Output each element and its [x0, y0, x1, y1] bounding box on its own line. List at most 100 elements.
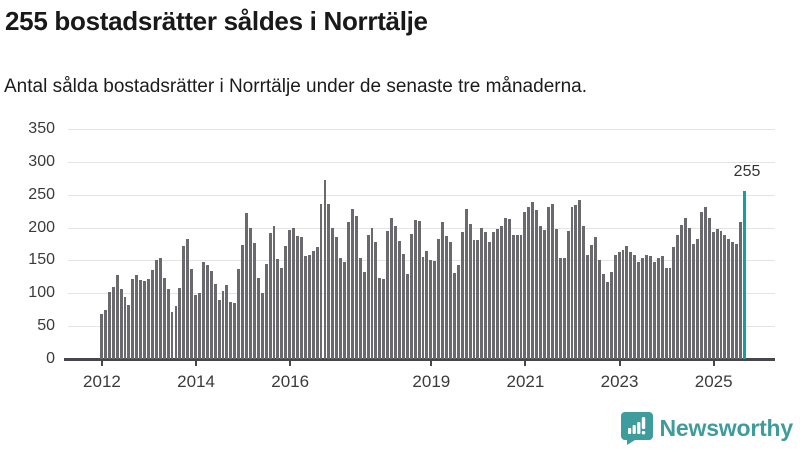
bar: [684, 218, 688, 359]
y-axis-label: 350: [28, 120, 55, 137]
bar: [676, 235, 680, 359]
bar: [664, 268, 668, 359]
newsworthy-logo: Newsworthy: [620, 411, 794, 445]
bar: [586, 255, 590, 359]
bar: [166, 289, 170, 359]
bar: [715, 228, 719, 359]
bar: [452, 272, 456, 359]
page-subtitle: Antal sålda bostadsrätter i Norrtälje un…: [4, 76, 587, 97]
bar: [731, 242, 735, 359]
chart: 0 50 100 150 200 250 300 350 2012 2014 2016 2019 202…: [0, 115, 800, 415]
newsworthy-wordmark: Newsworthy: [659, 414, 794, 441]
bar: [170, 311, 174, 359]
bar: [249, 227, 252, 359]
bar: [390, 217, 394, 359]
bar: [723, 235, 727, 359]
bar: [111, 286, 115, 359]
bar: [139, 280, 143, 359]
y-axis-label: 200: [28, 218, 55, 236]
x-axis-tick: [100, 361, 103, 366]
bar: [303, 256, 307, 359]
bar: [347, 222, 350, 359]
bar: [370, 228, 374, 359]
bar: [217, 299, 221, 359]
bar: [652, 261, 656, 359]
bar: [256, 277, 260, 359]
bar: [100, 314, 103, 359]
bar: [401, 253, 405, 359]
bar: [582, 225, 586, 359]
bar: [221, 291, 225, 359]
x-axis-tick: [712, 361, 715, 366]
x-axis-line: [64, 358, 775, 361]
bar: [350, 209, 354, 359]
bar: [150, 270, 154, 359]
bar: [656, 257, 660, 359]
x-axis-label: 2016: [271, 372, 310, 391]
bar: [539, 226, 543, 359]
bar: [574, 205, 578, 359]
bar: [433, 261, 437, 359]
x-axis-label: 2012: [83, 372, 121, 391]
bar: [358, 258, 362, 359]
x-axis-label: 2025: [694, 372, 733, 391]
bar: [499, 226, 503, 359]
bar: [543, 229, 546, 359]
bar: [127, 305, 131, 359]
x-axis-label: 2014: [177, 372, 215, 391]
bar: [570, 207, 574, 359]
bar: [511, 235, 515, 359]
bar: [637, 261, 641, 359]
bar: [107, 291, 111, 359]
gridline: [68, 161, 775, 163]
bar: [374, 242, 378, 359]
bar: [464, 208, 468, 359]
bar: [307, 254, 311, 359]
bar: [331, 227, 335, 359]
bar: [507, 219, 511, 359]
y-axis-label: 150: [28, 251, 55, 269]
bar: [496, 228, 499, 359]
bar: [158, 258, 162, 359]
bar: [531, 201, 535, 359]
bar: [245, 213, 248, 359]
gridline: [68, 194, 775, 196]
bar: [162, 277, 166, 359]
bar: [237, 268, 241, 359]
gridline: [68, 260, 775, 262]
x-axis-label: 2023: [600, 372, 639, 391]
x-axis-label: 2021: [506, 372, 545, 391]
bar: [613, 255, 617, 359]
highlighted-bar: [743, 191, 746, 359]
bar: [609, 272, 613, 359]
bar: [547, 206, 550, 359]
bar: [535, 210, 539, 359]
bar: [668, 267, 672, 359]
bar: [213, 284, 217, 359]
bar: [209, 270, 213, 359]
bar: [617, 251, 621, 359]
bar: [688, 227, 692, 359]
bar: [554, 228, 558, 359]
bar: [425, 250, 429, 359]
bar: [394, 226, 397, 359]
bar: [103, 309, 107, 359]
bar: [311, 250, 315, 359]
bar: [421, 257, 425, 359]
bar: [268, 232, 272, 359]
bar: [225, 285, 229, 359]
bar: [327, 203, 331, 359]
bar: [648, 255, 652, 359]
bar: [456, 265, 460, 359]
bar: [727, 238, 731, 359]
bar: [339, 258, 343, 359]
bar: [441, 222, 445, 359]
bar: [343, 261, 347, 359]
bar: [472, 240, 476, 359]
bar: [519, 235, 523, 359]
bar: [523, 211, 527, 359]
bar: [119, 288, 123, 359]
bar: [550, 203, 554, 359]
bar: [484, 232, 488, 359]
bar: [315, 247, 319, 359]
